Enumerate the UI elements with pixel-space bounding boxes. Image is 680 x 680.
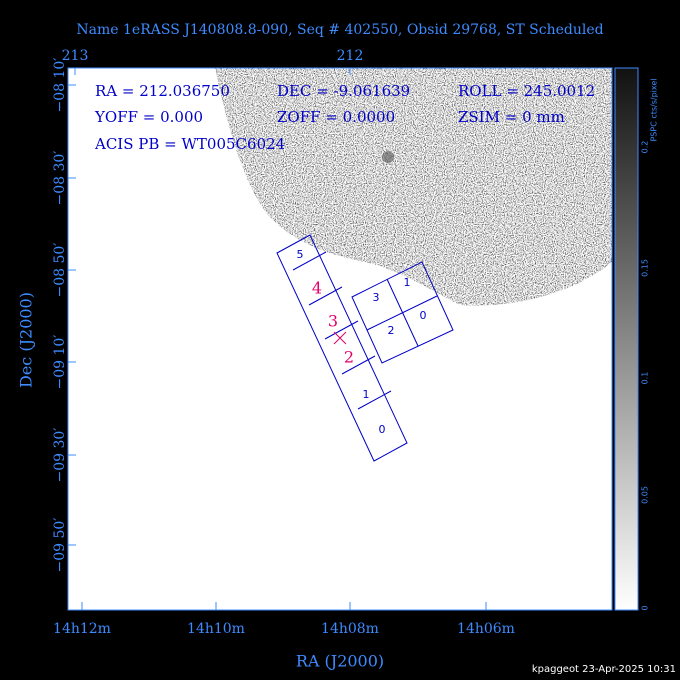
left-tick-label: −09 10′ — [52, 335, 68, 390]
info-text: ZOFF = 0.0000 — [277, 108, 395, 126]
xray-field — [215, 68, 612, 306]
top-tick-label: 212 — [337, 48, 364, 64]
chip-label: 4 — [312, 279, 322, 298]
chip-label: 0 — [379, 423, 386, 436]
colorbar-tick-label: 0.15 — [641, 259, 650, 277]
bottom-tick-label: 14h06m — [457, 621, 515, 637]
chip-label: 5 — [297, 248, 304, 261]
footer: kpaggeot 23-Apr-2025 10:31 — [532, 664, 676, 675]
acis-i — [351, 261, 454, 364]
chip-label: 2 — [344, 348, 354, 367]
left-tick-label: −08 30′ — [52, 151, 68, 206]
left-tick-label: −08 50′ — [52, 243, 68, 298]
info-text: ACIS PB = WT005C6024 — [94, 135, 285, 153]
info-text: ROLL = 245.0012 — [458, 82, 595, 100]
acis-s — [276, 234, 408, 462]
left-tick-label: −09 30′ — [52, 428, 68, 483]
aimpoint — [333, 331, 347, 345]
colorbar-tick-label: 0.05 — [641, 486, 650, 504]
chip-label: 1 — [363, 388, 370, 401]
info-text: ZSIM = 0 mm — [458, 108, 565, 126]
top-tick-label: 213 — [62, 48, 89, 64]
left-tick-label: −08 10′ — [52, 58, 68, 113]
title: Name 1eRASS J140808.8-090, Seq # 402550,… — [76, 22, 603, 38]
bottom-tick-label: 14h10m — [187, 621, 245, 637]
plot-frame — [67, 67, 613, 611]
left-tick-label: −09 50′ — [52, 518, 68, 573]
colorbar-tick-label: 0.2 — [641, 141, 650, 154]
x-axis-label: RA (J2000) — [296, 652, 384, 671]
chip-label: 2 — [388, 324, 395, 337]
info-text: YOFF = 0.000 — [94, 108, 203, 126]
bottom-tick-label: 14h08m — [321, 621, 379, 637]
colorbar-label: PSPC cts/s/pixel — [650, 78, 659, 141]
chip-label: 3 — [328, 312, 338, 331]
chip-label: 3 — [373, 291, 380, 304]
colorbar-tick-label: 0.1 — [641, 372, 650, 385]
colorbar-tick-label: 0 — [641, 605, 650, 610]
colorbar — [614, 67, 639, 611]
chip-label: 0 — [420, 309, 427, 322]
info-text: RA = 212.036750 — [95, 82, 230, 100]
y-axis-label: Dec (J2000) — [17, 292, 36, 388]
info-text: DEC = -9.061639 — [277, 82, 410, 100]
bottom-tick-label: 14h12m — [53, 621, 111, 637]
chip-label: 1 — [404, 276, 411, 289]
